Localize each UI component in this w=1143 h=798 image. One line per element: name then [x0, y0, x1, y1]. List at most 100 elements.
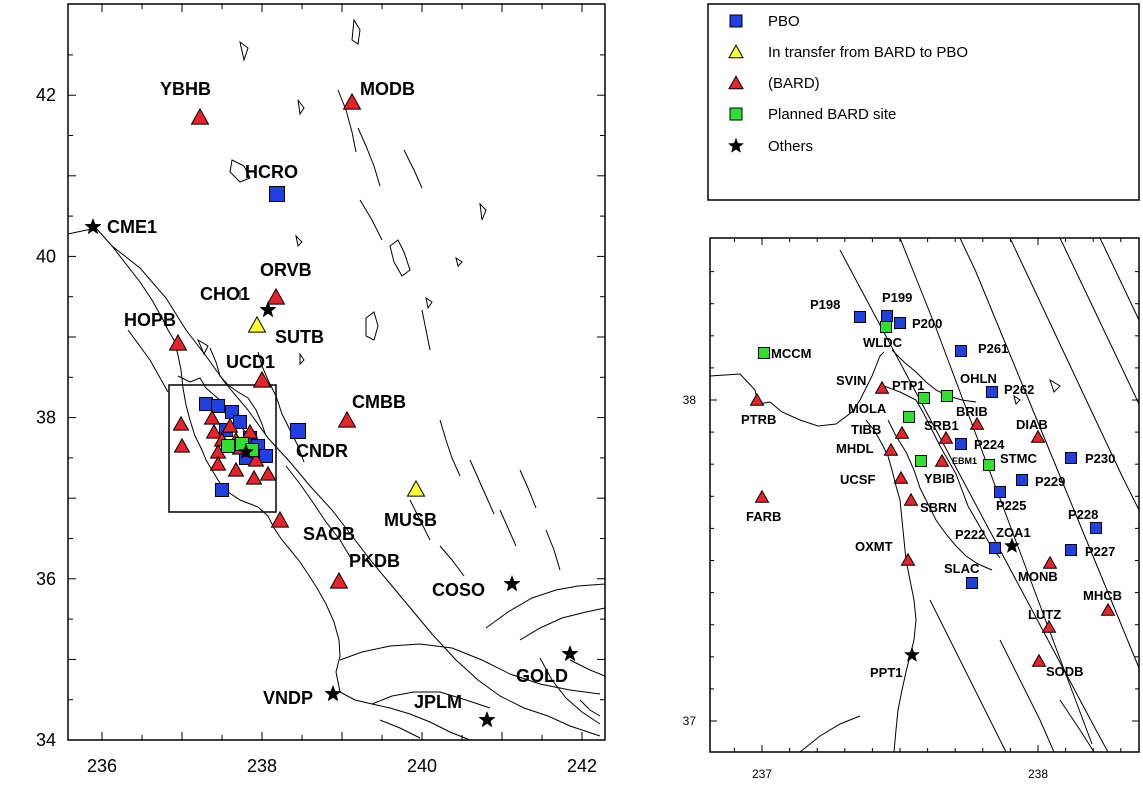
- station-label: P224: [974, 437, 1005, 452]
- star-marker: [903, 646, 921, 662]
- y-tick-label: 36: [36, 569, 56, 589]
- green-square-marker: [918, 392, 930, 404]
- inset-fault: [1059, 238, 1139, 405]
- x-tick-label: 238: [247, 756, 277, 776]
- station-cme1: CME1: [84, 217, 157, 237]
- station-ucsf: UCSF: [840, 470, 909, 487]
- lake: [297, 99, 305, 116]
- station-label: PTP1: [892, 378, 925, 393]
- red-triangle-marker: [266, 287, 286, 305]
- red-triangle-marker: [900, 552, 916, 566]
- star-marker: [561, 644, 579, 662]
- station-label: PPT1: [870, 665, 903, 680]
- station-label: P225: [996, 498, 1026, 513]
- star-marker: [503, 574, 521, 592]
- star-marker: [324, 684, 342, 702]
- red-triangle-marker: [172, 415, 190, 431]
- station-p227: P227: [1065, 544, 1115, 559]
- station-ppt1: PPT1: [870, 646, 921, 680]
- station-sodb: SODB: [1031, 653, 1084, 679]
- station-p200: P200: [894, 316, 942, 331]
- x-tick-label: 238: [1028, 767, 1048, 781]
- station-slac: SLAC: [944, 561, 980, 589]
- red-triangle-marker: [903, 492, 919, 506]
- blue-square-marker: [211, 399, 225, 413]
- fault: [439, 419, 461, 477]
- station-sutb: SUTB: [247, 315, 324, 347]
- station-ybhb: YBHB: [160, 79, 211, 125]
- lake: [299, 352, 305, 366]
- star-marker: [259, 300, 277, 318]
- yellow-triangle-marker: [728, 44, 744, 59]
- fault: [499, 509, 517, 547]
- station-ohln: OHLN: [941, 371, 997, 402]
- station-label: GOLD: [516, 666, 568, 686]
- station-ucd1: UCD1: [226, 352, 275, 388]
- station-label: SUTB: [275, 327, 324, 347]
- inset-area-box: [168, 384, 277, 513]
- station-jplm: JPLM: [414, 692, 496, 728]
- station-label: P227: [1085, 544, 1115, 559]
- fault: [421, 309, 431, 351]
- station-label: YBHB: [160, 79, 211, 99]
- fault: [403, 149, 423, 189]
- inset-bay: [883, 385, 1001, 559]
- station-diab: DIAB: [1016, 417, 1048, 443]
- station-label: MHCB: [1083, 588, 1122, 603]
- blue-square-marker: [215, 483, 229, 497]
- station-label: P228: [1068, 507, 1098, 522]
- main-map: 236 238 240 242 34 36 38 40 42 YBHB MODB HCRO CME1 O…: [36, 3, 606, 776]
- station-label: ORVB: [260, 260, 312, 280]
- station-lutz: LUTZ: [1028, 607, 1061, 633]
- blue-square-marker: [729, 14, 743, 28]
- lake: [389, 239, 411, 277]
- station-oxmt: OXMT: [855, 539, 916, 566]
- red-triangle-marker: [894, 425, 910, 439]
- inset-map-frame: [709, 237, 1140, 753]
- red-triangle-marker: [883, 442, 899, 456]
- red-triangle-marker: [190, 107, 210, 125]
- red-triangle-marker: [728, 75, 744, 90]
- red-triangle-marker: [270, 510, 290, 528]
- red-triangle-marker: [205, 423, 223, 439]
- blue-square-marker: [894, 317, 906, 329]
- blue-square-marker: [955, 345, 967, 357]
- station-vndp: VNDP: [263, 684, 342, 708]
- station-label: MODB: [360, 79, 415, 99]
- y-tick-label: 40: [36, 246, 56, 266]
- station-svin: SVIN: [836, 373, 890, 394]
- fault: [519, 607, 605, 641]
- station-label: P230: [1085, 451, 1115, 466]
- red-triangle-marker: [241, 423, 259, 439]
- station-cho1: CHO1: [200, 284, 277, 318]
- station-hopb: HOPB: [124, 310, 188, 351]
- lake: [479, 202, 487, 221]
- lake: [365, 311, 379, 341]
- blue-square-marker: [269, 186, 285, 202]
- station-saob: SAOB: [270, 510, 355, 544]
- station-p198: P198: [810, 297, 866, 323]
- station-label: PKDB: [349, 551, 400, 571]
- lake: [295, 234, 303, 248]
- station-label: MOLA: [848, 401, 887, 416]
- yellow-triangle-marker: [406, 479, 426, 497]
- legend-label: PBO: [768, 13, 800, 30]
- legend-item: Planned BARD site: [729, 106, 896, 123]
- red-triangle-marker: [259, 465, 277, 481]
- station-mhdl: MHDL: [836, 441, 899, 456]
- station-label: HOPB: [124, 310, 176, 330]
- station-label: P261: [978, 341, 1008, 356]
- green-square-marker: [941, 390, 953, 402]
- x-tick-label: 236: [87, 756, 117, 776]
- fault: [519, 469, 537, 509]
- blue-square-marker: [290, 423, 306, 439]
- station-p224: P224: [955, 437, 1005, 452]
- main-map-lines: [68, 18, 605, 740]
- station-label: SRB1: [924, 418, 959, 433]
- station-label: MCCM: [771, 346, 811, 361]
- station-label: P198: [810, 297, 840, 312]
- station-label: CMBB: [352, 392, 406, 412]
- fault: [127, 329, 169, 393]
- station-label: P229: [1035, 474, 1065, 489]
- station-ybib: YBIB: [915, 455, 955, 486]
